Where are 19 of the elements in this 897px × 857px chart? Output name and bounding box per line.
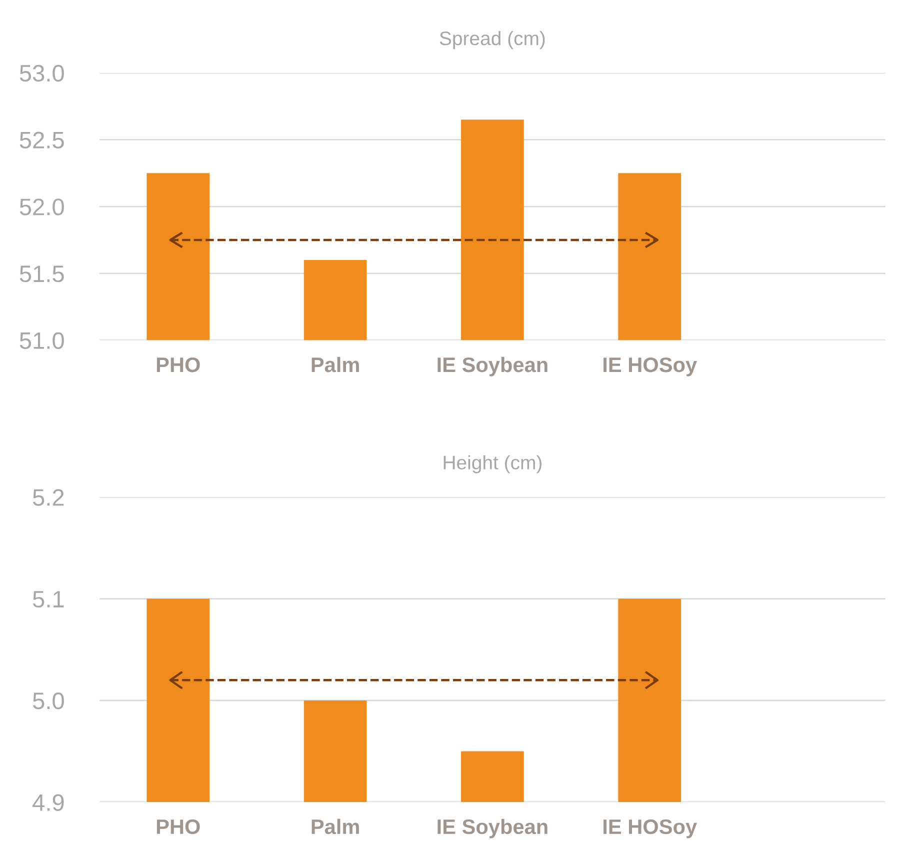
- y-tick-label: 52.5: [20, 132, 64, 148]
- y-tick-label: 5.1: [32, 591, 64, 608]
- x-tick-label: PHO: [156, 819, 200, 834]
- y-tick-label: 4.9: [32, 794, 64, 811]
- y-tick-label: 52.0: [20, 198, 64, 216]
- x-tick-label: Palm: [312, 356, 359, 372]
- y-tick-label: 5.0: [32, 692, 64, 710]
- y-tick-label: 51.5: [20, 266, 64, 282]
- y-tick-label: 5.2: [32, 489, 64, 506]
- y-tick-label: 51.0: [20, 332, 64, 350]
- x-tick-label: PHO: [156, 357, 200, 372]
- x-tick-label: Palm: [312, 818, 359, 834]
- x-tick-label: IE Soybean: [438, 818, 548, 838]
- chart-title: Spread (cm): [440, 30, 545, 50]
- y-tick-label: 53.0: [20, 64, 64, 82]
- x-tick-label: IE HOSoy: [604, 819, 697, 838]
- x-tick-label: IE HOSoy: [604, 357, 697, 376]
- x-tick-label: IE Soybean: [438, 356, 548, 376]
- chart-title: Height (cm): [444, 455, 542, 474]
